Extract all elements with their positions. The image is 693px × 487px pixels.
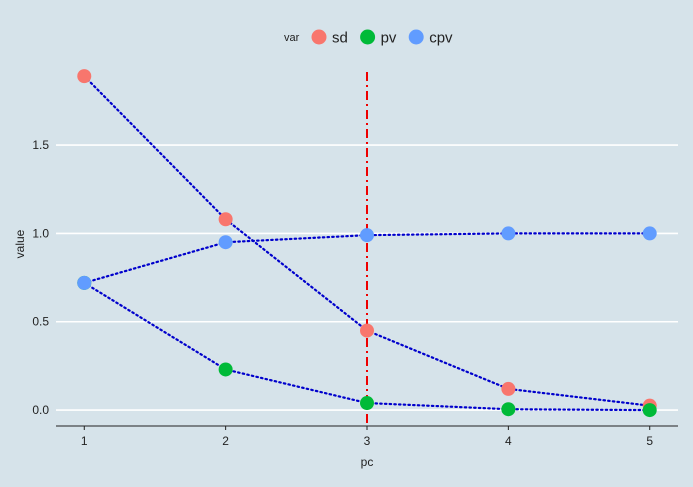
point-pv [642, 403, 657, 418]
x-axis-label: pc [361, 455, 374, 469]
x-tick-label: 1 [81, 434, 88, 448]
legend-label-cpv: cpv [429, 30, 453, 47]
x-tick-label: 5 [646, 434, 653, 448]
point-sd [501, 381, 516, 396]
legend-label-sd: sd [332, 30, 348, 47]
point-sd [218, 212, 233, 227]
legend-key-cpv [408, 29, 424, 45]
point-cpv [218, 235, 233, 250]
point-cpv [77, 275, 92, 290]
x-axis-ticks: 1 2 3 4 5 [81, 426, 653, 448]
point-cpv [360, 228, 374, 243]
point-sd [360, 323, 374, 338]
y-tick-label: 0.5 [32, 315, 49, 329]
y-tick-label: 1.0 [32, 226, 49, 240]
y-tick-label: 1.5 [32, 138, 49, 152]
legend: var sd pv cpv [284, 29, 453, 47]
y-tick-label: 0.0 [32, 403, 49, 417]
legend-key-pv [360, 29, 376, 45]
y-axis-label: value [13, 229, 27, 258]
series-points [77, 69, 657, 418]
point-pv [360, 396, 374, 411]
point-cpv [642, 226, 657, 241]
point-sd [77, 69, 92, 84]
legend-title: var [284, 32, 300, 44]
point-pv [501, 402, 516, 417]
point-cpv [501, 226, 516, 241]
y-axis-ticks: 0.0 0.5 1.0 1.5 [32, 138, 49, 417]
x-tick-label: 3 [364, 434, 371, 448]
x-tick-label: 4 [505, 434, 512, 448]
legend-key-sd [311, 29, 327, 45]
point-pv [218, 362, 233, 377]
legend-label-pv: pv [381, 30, 397, 47]
x-tick-label: 2 [222, 434, 229, 448]
